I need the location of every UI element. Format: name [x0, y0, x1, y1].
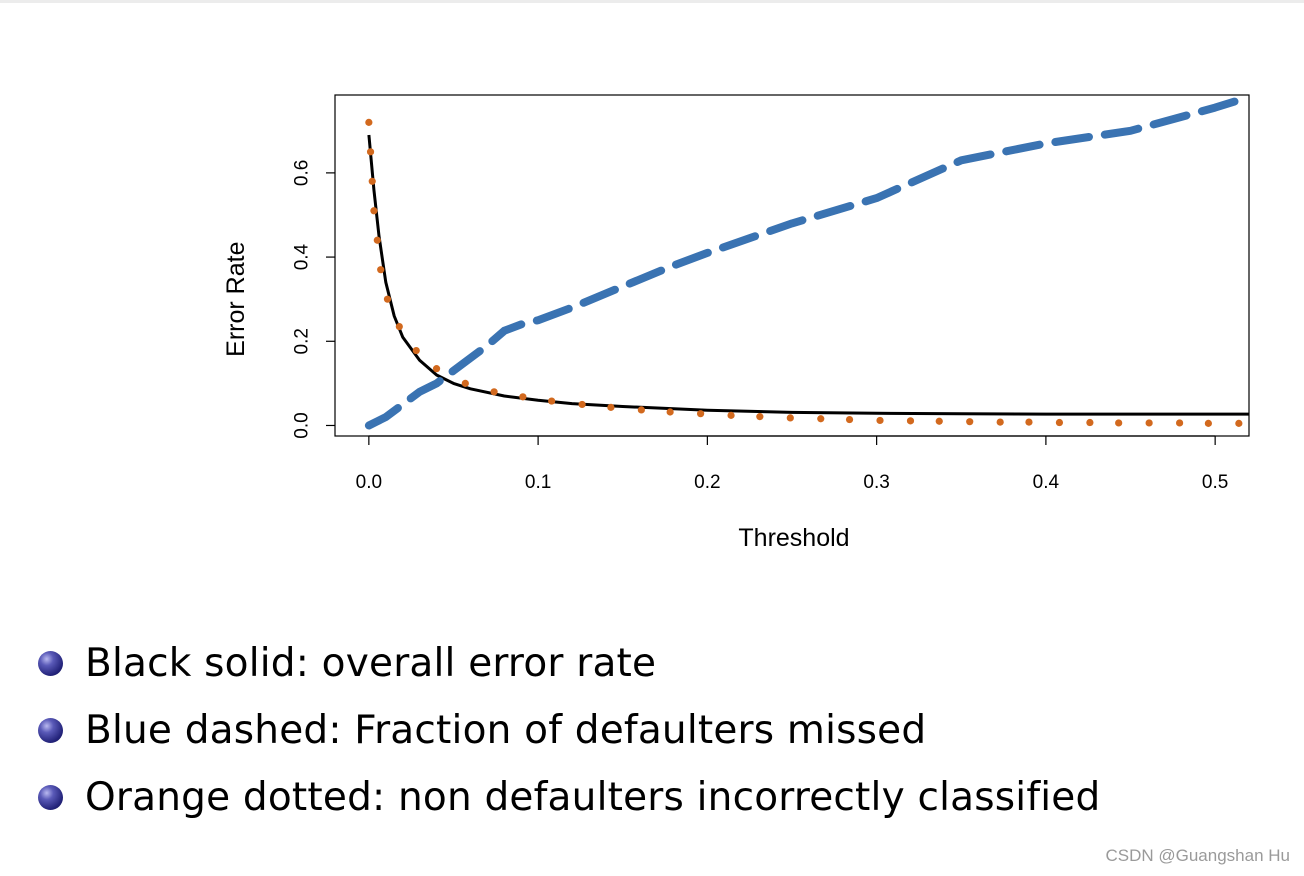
orange-dot-point [412, 346, 420, 355]
orange-dot-point [432, 365, 441, 373]
x-tick-label: 0.0 [356, 472, 382, 493]
orange-dot-point [786, 414, 794, 422]
orange-dot-point [1055, 418, 1064, 427]
bullet-text: Orange dotted: non defaulters incorrectl… [85, 775, 1101, 820]
error-rate-chart: 0.0 0.1 0.2 0.3 0.4 0.5 0.0 0.2 0.4 0.6 Threshold… [222, 93, 1253, 552]
y-tick-label: 0.6 [292, 160, 313, 186]
orange-dot-point [461, 379, 469, 387]
orange-dot-point [368, 177, 376, 185]
x-tick-label: 0.3 [863, 472, 889, 493]
orange-dot-point [578, 400, 586, 409]
orange-dot-point [1086, 418, 1094, 427]
bullet-item: Orange dotted: non defaulters incorrectl… [38, 764, 1100, 831]
black-solid-line [367, 134, 1249, 416]
bullet-ball-icon [38, 718, 63, 743]
orange-dot-point [1115, 419, 1123, 427]
orange-dot-point [1145, 419, 1153, 427]
orange-dot-point [607, 403, 615, 411]
orange-dot-point [370, 207, 378, 215]
orange-dot-point [365, 118, 373, 126]
orange-dot-point [756, 413, 764, 421]
plot-frame [334, 94, 1250, 437]
bullet-item: Blue dashed: Fraction of defaulters miss… [38, 697, 1100, 764]
orange-dot-point [519, 393, 527, 401]
bullet-ball-icon [38, 785, 63, 810]
bullet-text: Blue dashed: Fraction of defaulters miss… [85, 708, 927, 753]
orange-dot-point [490, 388, 498, 396]
bullet-item: Black solid: overall error rate [38, 630, 1100, 697]
orange-dot-point [548, 397, 556, 405]
x-axis-title: Threshold [738, 524, 849, 552]
orange-dot-point [637, 406, 645, 414]
y-tick-label: 0.4 [292, 243, 313, 270]
orange-dot-point [366, 148, 375, 156]
blue-dashed-line [364, 93, 1253, 430]
y-axis-title: Error Rate [222, 242, 250, 357]
orange-dot-point [1235, 419, 1243, 427]
orange-dot-point [1176, 419, 1184, 427]
y-tick-label: 0.0 [292, 412, 313, 438]
orange-dot-point [1025, 418, 1033, 426]
orange-dot-point [845, 415, 854, 424]
watermark: CSDN @Guangshan Hu [1105, 846, 1290, 865]
plot-area: 0.0 0.1 0.2 0.3 0.4 0.5 0.0 0.2 0.4 0.6 [292, 93, 1253, 493]
top-border [0, 0, 1304, 3]
orange-dot-point [373, 236, 381, 244]
x-tick-label: 0.4 [1033, 472, 1060, 493]
orange-dot-point [1204, 419, 1212, 427]
orange-dot-point [383, 295, 392, 303]
x-tick-label: 0.5 [1202, 472, 1228, 493]
bullet-ball-icon [38, 651, 63, 676]
orange-dot-point [727, 411, 735, 419]
x-tick-label: 0.2 [694, 472, 720, 493]
legend-bullet-list: Black solid: overall error rate Blue das… [38, 630, 1100, 831]
orange-dot-point [876, 416, 884, 425]
orange-dot-point [697, 410, 705, 418]
orange-dot-point [935, 417, 943, 425]
orange-dot-point [666, 408, 674, 416]
bullet-text: Black solid: overall error rate [85, 641, 657, 686]
orange-dot-point [377, 266, 385, 274]
y-tick-label: 0.2 [292, 328, 313, 354]
orange-dot-point [817, 415, 825, 423]
orange-dot-point [996, 418, 1004, 426]
orange-dot-point [966, 418, 974, 426]
orange-dot-point [906, 417, 915, 425]
x-tick-label: 0.1 [525, 472, 551, 493]
orange-dot-point [395, 322, 403, 331]
